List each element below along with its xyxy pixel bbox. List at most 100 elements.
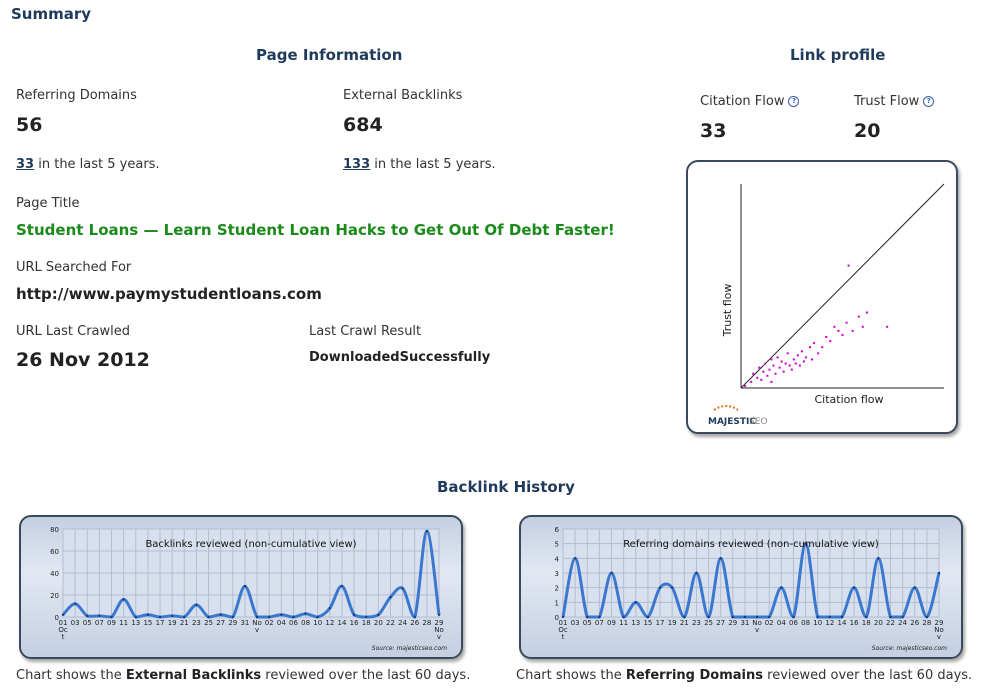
referring-x-tick: 23 [692, 619, 701, 627]
scatter-point [750, 380, 753, 383]
scatter-point [833, 325, 836, 328]
backlinks-x-tick: 03 [71, 619, 80, 627]
backlinks-x-tick: 23 [192, 619, 201, 627]
referring-caption-pre: Chart shows the [516, 668, 622, 683]
backlinks-history-caption: Chart shows the External Backlinks revie… [16, 668, 470, 683]
referring-x-tick: 31 [740, 619, 749, 627]
last-crawl-result-label: Last Crawl Result [309, 324, 422, 339]
backlinks-source-note: Source: majesticseo.com [372, 645, 447, 652]
external-backlinks-recent-link[interactable]: 133 [343, 157, 371, 172]
scatter-points [744, 264, 889, 387]
backlinks-x-tick: 16 [350, 619, 359, 627]
backlinks-data-point [207, 615, 210, 619]
referring-y-tick: 4 [555, 555, 560, 563]
backlinks-data-point [122, 598, 125, 601]
referring-caption-bold: Referring Domains [625, 668, 763, 683]
referring-x-tick: 01 [559, 619, 568, 627]
backlinks-x-tick: 05 [83, 619, 92, 627]
scatter-point [794, 362, 797, 365]
backlinks-x-tick: 19 [168, 619, 177, 627]
referring-data-point [707, 615, 710, 619]
backlinks-x-tick: 27 [216, 619, 225, 627]
scatter-point [758, 366, 761, 369]
scatter-y-label: Trust flow [721, 284, 734, 338]
backlinks-x-tick: 06 [289, 619, 298, 627]
backlinks-y-tick: 40 [50, 570, 59, 578]
backlinks-x-tick: No [434, 626, 444, 634]
trust-flow-help-icon[interactable]: ? [923, 96, 935, 107]
referring-chart-title: Referring domains reviewed (non-cumulati… [623, 539, 879, 550]
scatter-point [776, 356, 779, 359]
referring-x-tick: 07 [595, 619, 604, 627]
referring-data-point [658, 586, 662, 589]
citation-flow-help-icon[interactable]: ? [788, 96, 800, 107]
backlinks-x-tick: 26 [410, 619, 419, 627]
referring-caption-post: reviewed over the last 60 days. [767, 668, 973, 683]
backlinks-x-tick: 01 [59, 619, 68, 627]
scatter-point [760, 378, 763, 381]
backlinks-x-tick: 18 [362, 619, 371, 627]
referring-x-tick: 11 [619, 619, 628, 627]
scatter-point [752, 372, 755, 375]
scatter-point [778, 366, 781, 369]
referring-data-point [913, 586, 916, 589]
referring-data-point [816, 615, 819, 619]
backlinks-x-tick: 14 [338, 619, 347, 627]
page-information-heading: Page Information [256, 46, 403, 64]
referring-domains-recent-link[interactable]: 33 [16, 157, 35, 172]
referring-x-tick: 18 [862, 619, 871, 627]
scatter-point [780, 360, 783, 363]
scatter-point [782, 370, 785, 373]
scatter-point [851, 329, 854, 332]
referring-data-point [598, 615, 601, 619]
referring-domains-history-caption: Chart shows the Referring Domains review… [516, 668, 972, 683]
scatter-point [792, 358, 795, 361]
referring-x-tick: 20 [874, 619, 883, 627]
scatter-point [817, 352, 820, 355]
backlinks-x-tick: 22 [386, 619, 395, 627]
scatter-point [790, 368, 793, 371]
referring-x-tick: 27 [716, 619, 725, 627]
url-last-crawled-value: 26 Nov 2012 [16, 349, 150, 371]
referring-x-tick: 04 [777, 619, 786, 627]
backlinks-data-point [231, 615, 235, 619]
backlinks-data-point [304, 612, 307, 615]
url-searched-label: URL Searched For [16, 260, 132, 275]
majestic-logo-text: MAJESTIC [708, 417, 756, 427]
referring-y-tick: 5 [555, 541, 559, 549]
backlinks-data-point [183, 615, 186, 619]
backlinks-x-tick: 07 [95, 619, 104, 627]
citation-flow-value: 33 [700, 120, 727, 142]
referring-data-point [840, 615, 844, 619]
backlinks-data-point [389, 596, 392, 599]
referring-x-tick: 08 [801, 619, 810, 627]
referring-data-point [622, 615, 625, 619]
referring-data-point [561, 615, 565, 619]
referring-data-point [719, 557, 722, 560]
external-backlinks-recent-text: in the last 5 years. [374, 157, 496, 172]
referring-x-tick: Oc [558, 626, 568, 634]
scatter-point [762, 370, 765, 373]
backlinks-x-tick: 15 [143, 619, 152, 627]
referring-x-tick: 10 [813, 619, 822, 627]
scatter-point [845, 321, 848, 324]
backlinks-caption-pre: Chart shows the [16, 668, 122, 683]
backlinks-data-point [170, 614, 174, 618]
backlinks-y-tick: 0 [55, 614, 59, 622]
page-title-value: Student Loans — Learn Student Loan Hacks… [16, 221, 615, 239]
referring-data-point [683, 615, 686, 619]
backlinks-data-point [267, 615, 271, 619]
referring-data-point [804, 542, 807, 545]
referring-data-point [852, 586, 856, 589]
referring-x-tick: No [752, 619, 762, 627]
referring-data-point [573, 557, 577, 560]
backlinks-x-tick: t [62, 633, 65, 641]
backlinks-x-tick: 12 [325, 619, 334, 627]
scatter-point [847, 264, 850, 267]
scatter-point [829, 340, 832, 343]
backlinks-data-point [158, 615, 162, 619]
referring-x-tick: 24 [898, 619, 907, 627]
referring-domains-recent: 33 in the last 5 years. [16, 157, 160, 172]
backlinks-x-tick: 31 [240, 619, 249, 627]
backlinks-x-tick: 29 [435, 619, 444, 627]
